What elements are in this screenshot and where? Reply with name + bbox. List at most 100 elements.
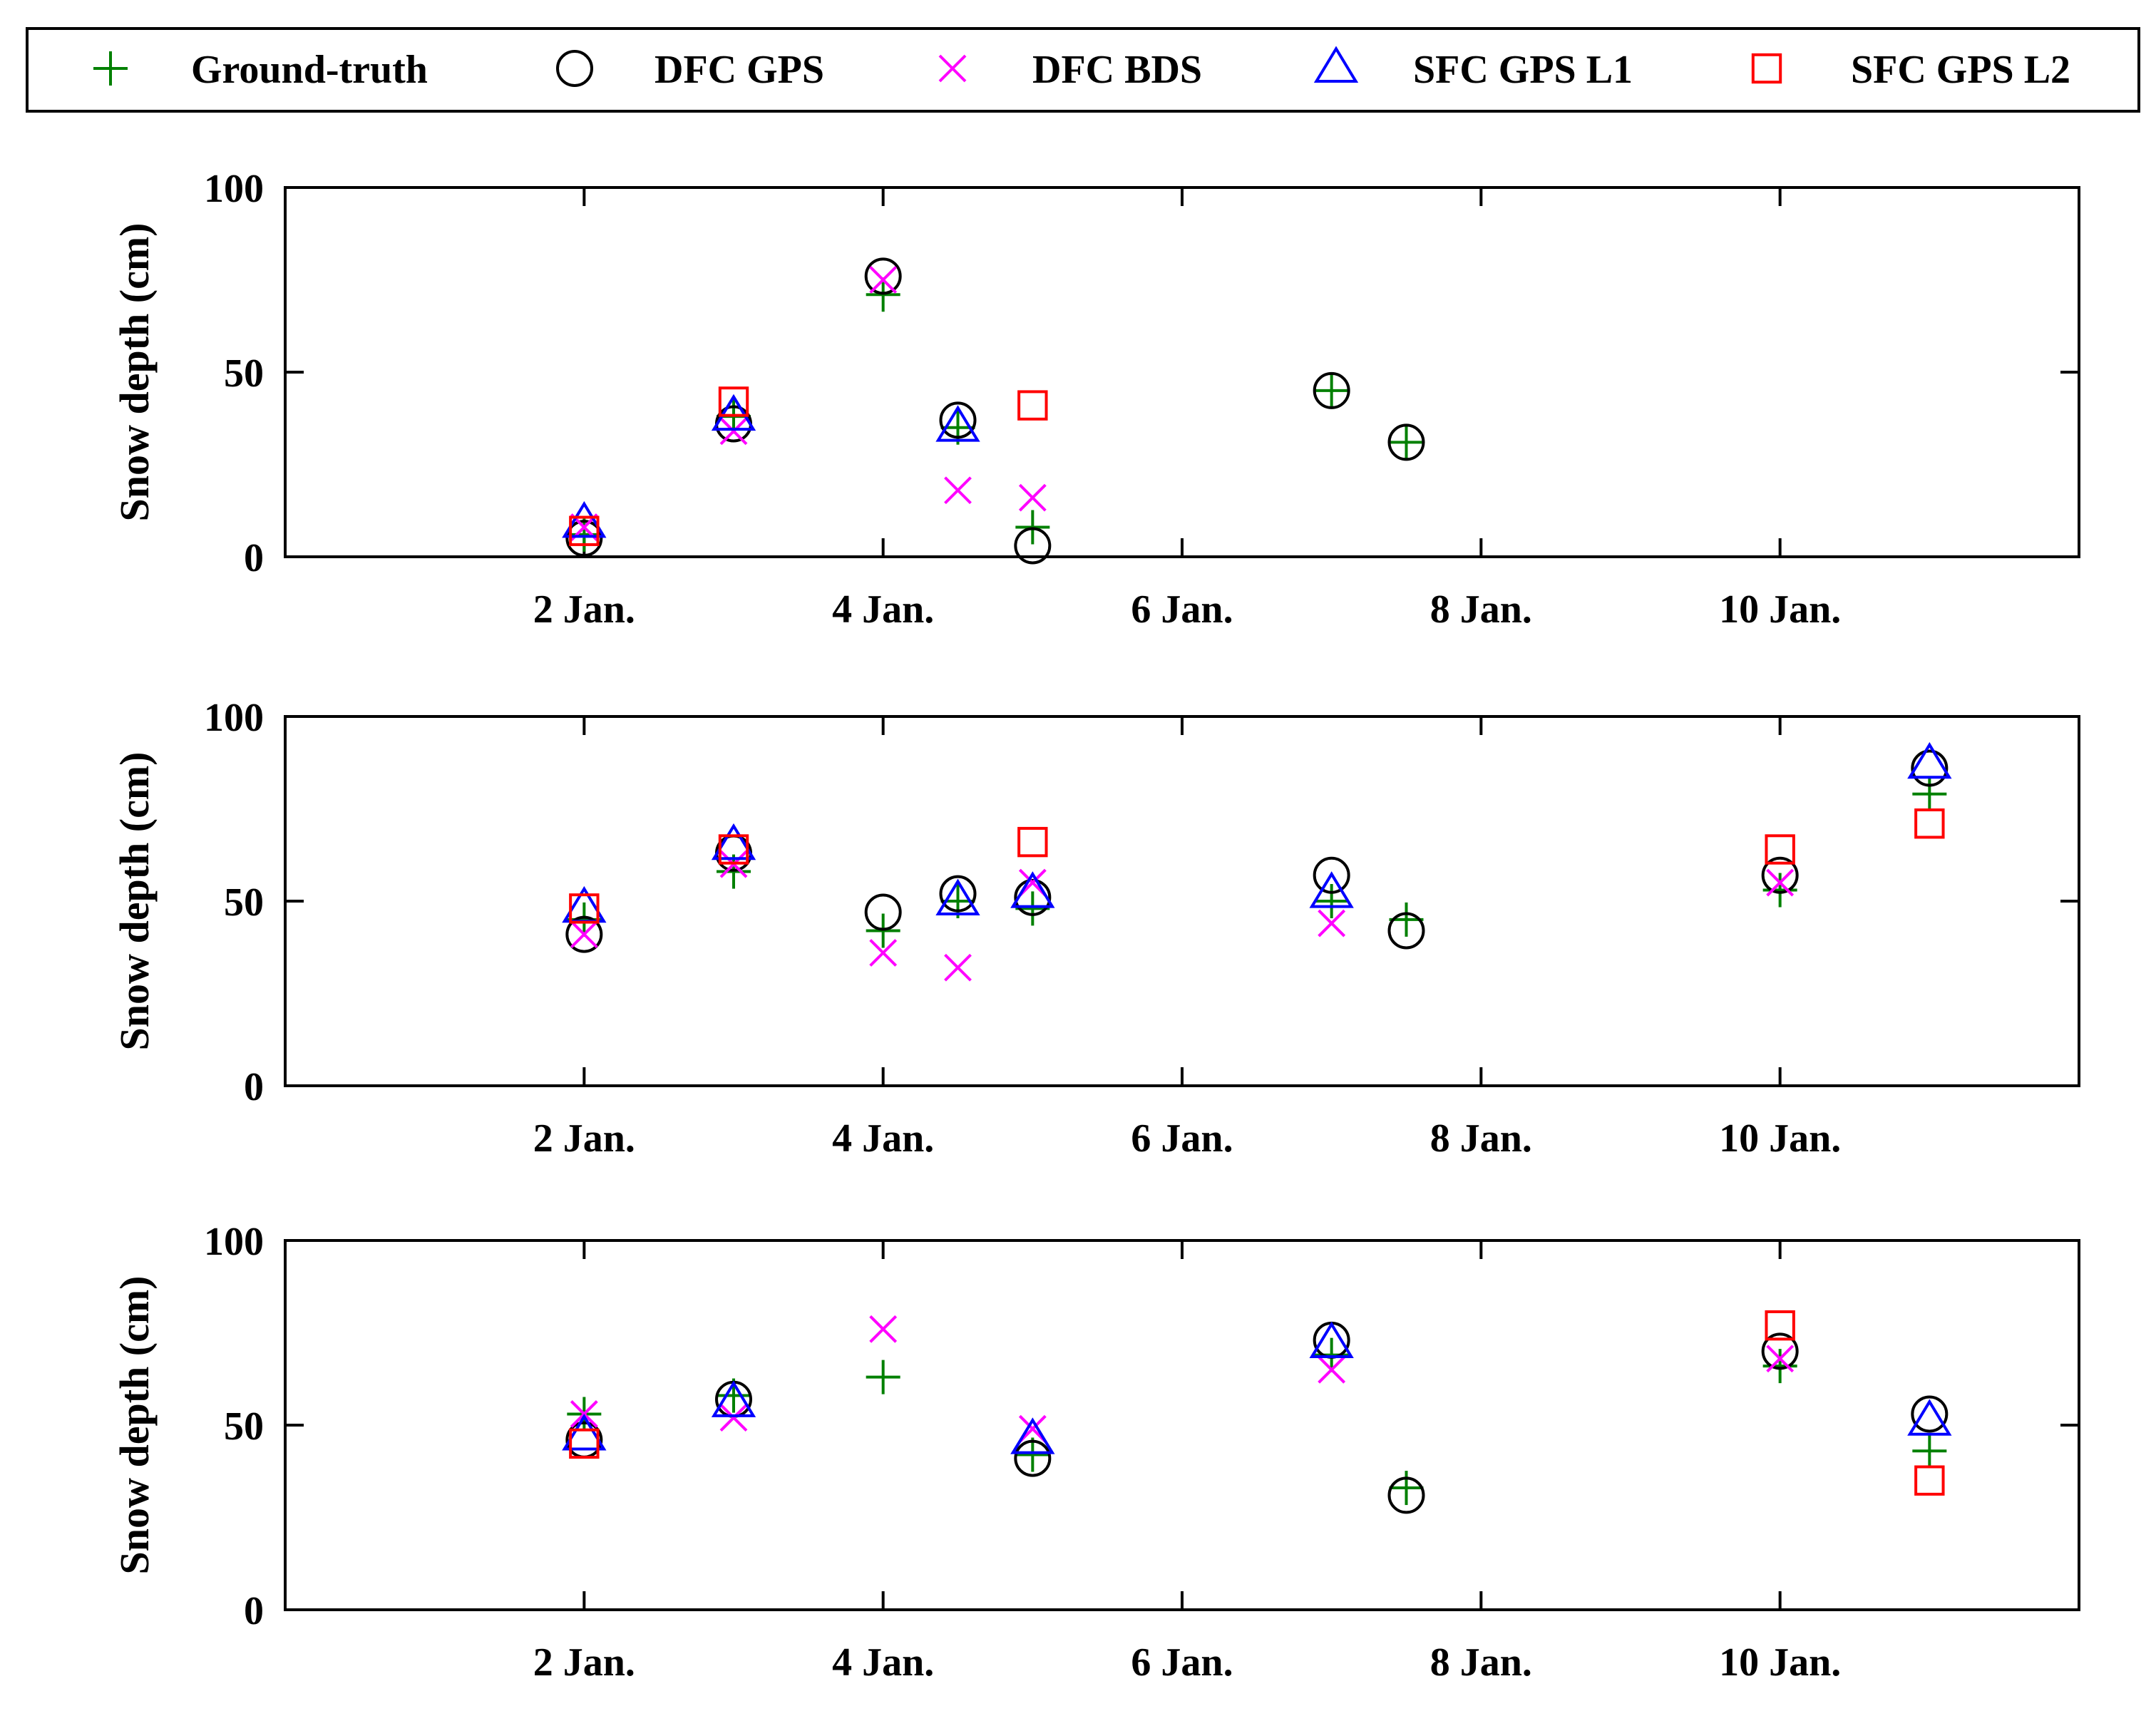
panel-1: 2 Jan. 4 Jan. 6 Jan. 8 Jan. 10 Jan. 0 50 100 Sno… [111,167,2080,632]
point-ground-truth [1389,425,1424,460]
point-sfc-gps-l2 [718,386,749,417]
point-dfc-bds [944,953,972,982]
legend-label: DFC GPS [654,48,824,92]
point-ground-truth [1314,373,1349,408]
legend: Ground-truth DFC GPS DFC BDS SFC GPS L1 SFC … [26,27,2140,113]
point-sfc-gps-l1 [562,1414,607,1451]
legend-marker-ground-truth [93,51,128,86]
legend-marker-dfc-gps [556,50,593,87]
point-dfc-bds [1318,909,1346,937]
point-dfc-gps [1387,1476,1425,1514]
plot-frame [284,1239,2080,1611]
point-sfc-gps-l1 [935,878,980,915]
point-sfc-gps-l1 [711,823,756,860]
y-axis-label: Snow depth (cm) [111,223,158,522]
plot-frame [284,715,2080,1087]
legend-marker-dfc-bds [938,54,967,83]
point-sfc-gps-l2 [569,515,600,546]
point-sfc-gps-l1 [711,1380,756,1417]
point-sfc-gps-l2 [1765,1310,1795,1341]
point-sfc-gps-l1 [1309,1321,1354,1358]
point-dfc-gps [1014,527,1052,565]
point-dfc-bds [570,920,598,949]
x-tick-label: 8 Jan. [1430,1640,1532,1685]
point-sfc-gps-l1 [562,500,607,538]
point-dfc-gps [1387,423,1425,461]
y-axis-label: Snow depth (cm) [111,752,158,1051]
legend-marker-sfc-gps-l2 [1751,53,1782,84]
point-sfc-gps-l1 [1907,741,1952,779]
legend-label: Ground-truth [191,48,428,92]
point-dfc-gps [939,875,977,913]
point-sfc-gps-l1 [1010,871,1055,908]
legend-label: DFC BDS [1032,48,1202,92]
point-dfc-gps [565,520,603,558]
point-dfc-gps [864,893,902,931]
point-ground-truth [567,902,602,937]
point-dfc-gps [1313,856,1350,894]
x-tick-label: 4 Jan. [832,1116,934,1161]
point-dfc-gps [1761,856,1799,894]
y-tick-label: 0 [244,536,264,580]
point-sfc-gps-l2 [718,834,749,865]
point-sfc-gps-l2 [1914,808,1945,839]
point-ground-truth [1389,1471,1424,1506]
point-ground-truth [1314,1337,1349,1372]
point-dfc-bds [869,1315,898,1343]
point-sfc-gps-l2 [1914,1465,1945,1496]
point-sfc-gps-l2 [1017,390,1048,421]
point-dfc-bds [719,417,748,446]
y-tick-label: 100 [204,167,264,211]
point-ground-truth [1762,1349,1797,1384]
x-tick-label: 10 Jan. [1719,587,1841,632]
legend-label: SFC GPS L1 [1413,48,1633,92]
point-sfc-gps-l2 [1765,834,1795,865]
point-dfc-gps [1014,878,1052,916]
point-ground-truth [1912,776,1947,811]
y-tick-label: 0 [244,1065,264,1109]
point-dfc-bds [1766,868,1795,897]
point-dfc-gps [1014,1439,1052,1477]
y-tick-label: 50 [224,880,264,925]
x-tick-label: 6 Jan. [1131,587,1233,632]
point-dfc-bds [1018,868,1047,897]
x-tick-label: 10 Jan. [1719,1640,1841,1685]
panel-3: 2 Jan. 4 Jan. 6 Jan. 8 Jan. 10 Jan. 0 50 100 Sno… [111,1220,2080,1685]
point-dfc-bds [869,266,898,294]
point-dfc-gps [1313,371,1350,409]
plot-frame [284,186,2080,558]
point-dfc-bds [1018,1414,1047,1443]
y-tick-label: 0 [244,1589,264,1633]
legend-marker-sfc-gps-l1 [1313,46,1359,83]
legend-label: SFC GPS L2 [1851,48,2070,92]
x-tick-label: 6 Jan. [1131,1640,1233,1685]
y-tick-label: 100 [204,696,264,740]
x-tick-label: 10 Jan. [1719,1116,1841,1161]
x-tick-label: 6 Jan. [1131,1116,1233,1161]
point-sfc-gps-l1 [711,394,756,431]
point-ground-truth [1015,1437,1050,1472]
x-tick-label: 8 Jan. [1430,1116,1532,1161]
point-ground-truth [1762,873,1797,908]
y-tick-label: 100 [204,1220,264,1264]
point-sfc-gps-l1 [935,405,980,442]
point-dfc-bds [944,476,972,505]
x-tick-label: 8 Jan. [1430,587,1532,632]
x-tick-label: 2 Jan. [533,1640,635,1685]
x-tick-label: 4 Jan. [832,1640,934,1685]
y-axis-label: Snow depth (cm) [111,1276,158,1575]
point-dfc-bds [1318,1355,1346,1384]
point-dfc-bds [1018,483,1047,512]
point-ground-truth [1912,1434,1947,1469]
point-dfc-gps [1911,749,1949,787]
point-ground-truth [866,1360,900,1394]
point-sfc-gps-l1 [1907,1399,1952,1436]
point-dfc-bds [719,1404,748,1432]
legend-box [26,27,2140,113]
point-dfc-gps [939,401,977,439]
point-dfc-gps [1761,1332,1799,1370]
x-tick-label: 4 Jan. [832,587,934,632]
point-dfc-gps [565,915,603,953]
point-sfc-gps-l1 [1010,1417,1055,1454]
